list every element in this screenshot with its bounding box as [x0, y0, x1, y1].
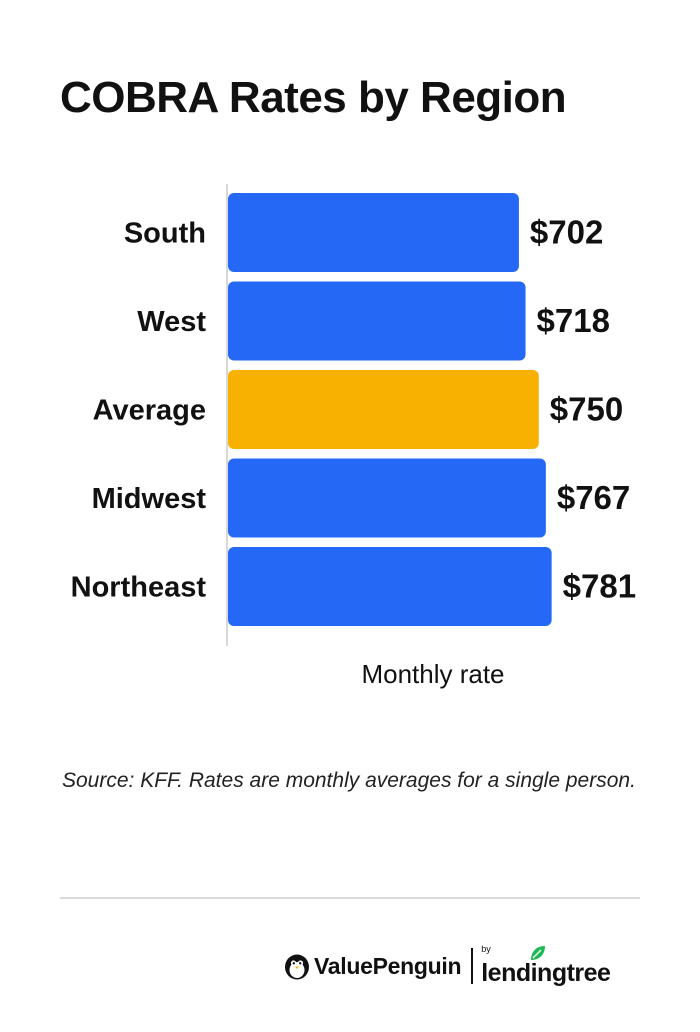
category-label-west: West: [137, 306, 206, 338]
category-label-midwest: Midwest: [92, 483, 207, 515]
bar-south: [228, 193, 519, 272]
bar-midwest: [228, 458, 546, 538]
value-label-average: $750: [550, 391, 623, 428]
category-label-northeast: Northeast: [71, 572, 207, 604]
logo-separator: [471, 948, 474, 984]
bar-northeast: [228, 547, 552, 626]
by-label: by: [481, 944, 491, 954]
value-label-midwest: $767: [557, 479, 630, 516]
category-label-south: South: [124, 218, 206, 250]
penguin-icon: [285, 954, 309, 980]
bar-west: [228, 281, 526, 361]
lendingtree-logo[interactable]: by lendingtree: [481, 944, 611, 988]
valuepenguin-wordmark: ValuePenguin: [314, 952, 462, 979]
valuepenguin-logo[interactable]: ValuePenguin: [284, 952, 462, 980]
bar-chart: South $702 West $718 Average $750 Midwest $767 N…: [71, 184, 636, 689]
x-axis-label: Monthly rate: [361, 659, 504, 689]
leaf-icon: [531, 946, 546, 960]
value-label-south: $702: [530, 214, 603, 251]
value-label-west: $718: [537, 302, 610, 339]
source-note: Source: KFF. Rates are monthly averages …: [62, 769, 636, 792]
value-label-northeast: $781: [563, 568, 636, 605]
category-label-average: Average: [93, 395, 206, 427]
chart-title: COBRA Rates by Region: [60, 73, 567, 122]
footer-divider: [60, 897, 640, 899]
footer-branding: ValuePenguin by lendingtree: [284, 944, 611, 988]
bar-average: [228, 370, 539, 449]
lendingtree-wordmark: lendingtree: [481, 959, 611, 987]
